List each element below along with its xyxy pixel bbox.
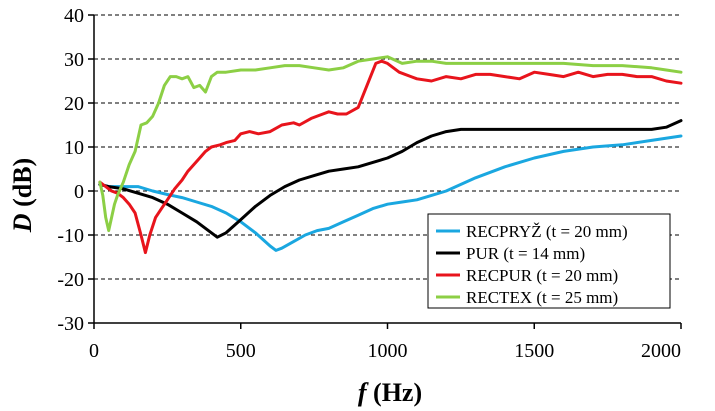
y-tick-label: -30 bbox=[57, 313, 84, 335]
axes-layer bbox=[88, 14, 682, 329]
y-tick-label: 20 bbox=[64, 93, 84, 115]
y-tick-label: -20 bbox=[57, 269, 84, 291]
x-tick-label: 1000 bbox=[368, 340, 408, 362]
legend-label: PUR (t = 14 mm) bbox=[466, 244, 585, 263]
y-tick-label: 30 bbox=[64, 49, 84, 71]
series-line-2 bbox=[98, 59, 683, 255]
y-tick-label: -10 bbox=[57, 225, 84, 247]
x-tick-label: 1500 bbox=[514, 340, 554, 362]
x-tick-label: 0 bbox=[89, 340, 99, 362]
series-layer bbox=[98, 55, 683, 255]
tick-label-layer: -30 -20 -10 0 10 20 30 40 0 500 1000 1500 2000 bbox=[57, 5, 681, 362]
x-axis-title: f (Hz) bbox=[358, 378, 422, 407]
y-tick-label: 0 bbox=[74, 181, 84, 203]
y-tick-label: 40 bbox=[64, 5, 84, 27]
legend: RECPRYŽ (t = 20 mm) PUR (t = 14 mm) RECPUR… bbox=[427, 213, 671, 309]
legend-box bbox=[427, 213, 671, 309]
legend-label: RECTEX (t = 25 mm) bbox=[466, 288, 618, 307]
series-line-1 bbox=[98, 119, 683, 239]
x-tick-label: 500 bbox=[226, 340, 256, 362]
legend-label: RECPRYŽ (t = 20 mm) bbox=[466, 222, 628, 241]
legend-label: RECPUR (t = 20 mm) bbox=[466, 266, 618, 285]
y-tick-label: 10 bbox=[64, 137, 84, 159]
y-axis-title: D (dB) bbox=[8, 158, 37, 233]
series-line-3 bbox=[98, 55, 683, 233]
series-line-0 bbox=[98, 134, 683, 252]
x-tick-label: 2000 bbox=[641, 340, 681, 362]
